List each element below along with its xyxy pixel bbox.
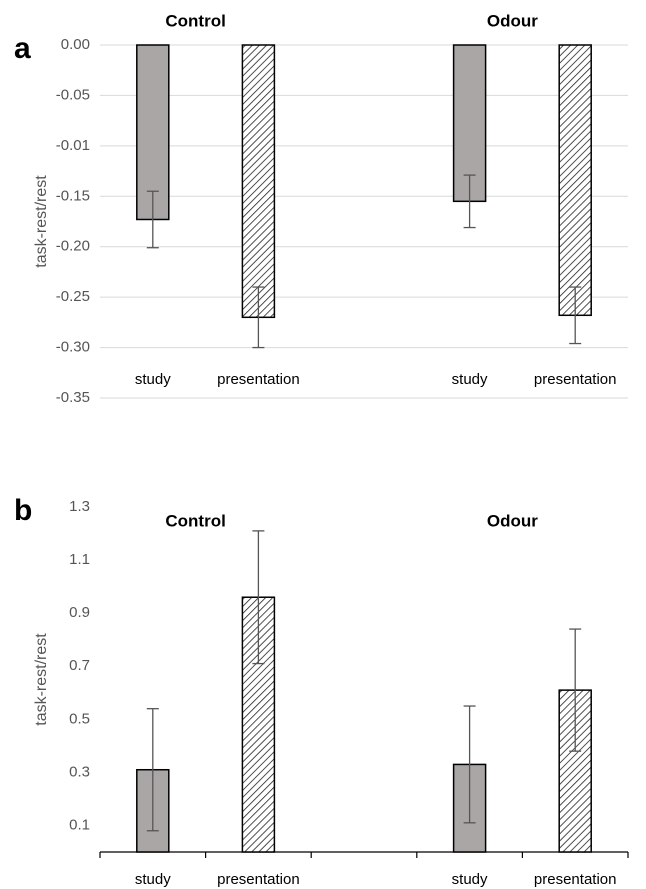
group-label: Odour [487,511,538,530]
x-tick-label: presentation [534,371,617,388]
group-label: Control [165,511,225,530]
bar [136,44,170,221]
x-tick-label: presentation [217,371,300,388]
y-tick-label: 0.7 [69,657,90,674]
y-tick-label: 0.00 [61,36,90,53]
y-tick-label: -0.30 [56,339,90,356]
y-tick-label: -0.20 [56,238,90,255]
y-tick-label: 0.1 [69,816,90,833]
panel-label: b [14,494,32,527]
group-label: Odour [487,11,538,30]
y-tick-label: 1.3 [69,498,90,515]
x-tick-label: presentation [217,871,300,888]
y-tick-label: 0.5 [69,710,90,727]
y-tick-label: -0.25 [56,288,90,305]
y-tick-label: -0.35 [56,389,90,406]
y-axis-label: task-rest/rest [33,633,50,726]
x-tick-label: study [135,371,171,388]
group-label: Control [165,11,225,30]
panel-label: a [14,32,31,65]
y-tick-label: -0.05 [56,86,90,103]
bar [558,44,592,317]
y-axis-label: task-rest/rest [33,175,50,268]
y-tick-label: 0.9 [69,604,90,621]
x-tick-label: study [135,871,171,888]
bar [241,44,276,319]
y-tick-label: 1.1 [69,551,90,568]
x-tick-label: presentation [534,871,617,888]
x-tick-label: study [452,871,488,888]
y-tick-label: 0.3 [69,763,90,780]
y-tick-label: -0.15 [56,187,90,204]
y-tick-label: -0.01 [56,137,90,154]
x-tick-label: study [452,371,488,388]
